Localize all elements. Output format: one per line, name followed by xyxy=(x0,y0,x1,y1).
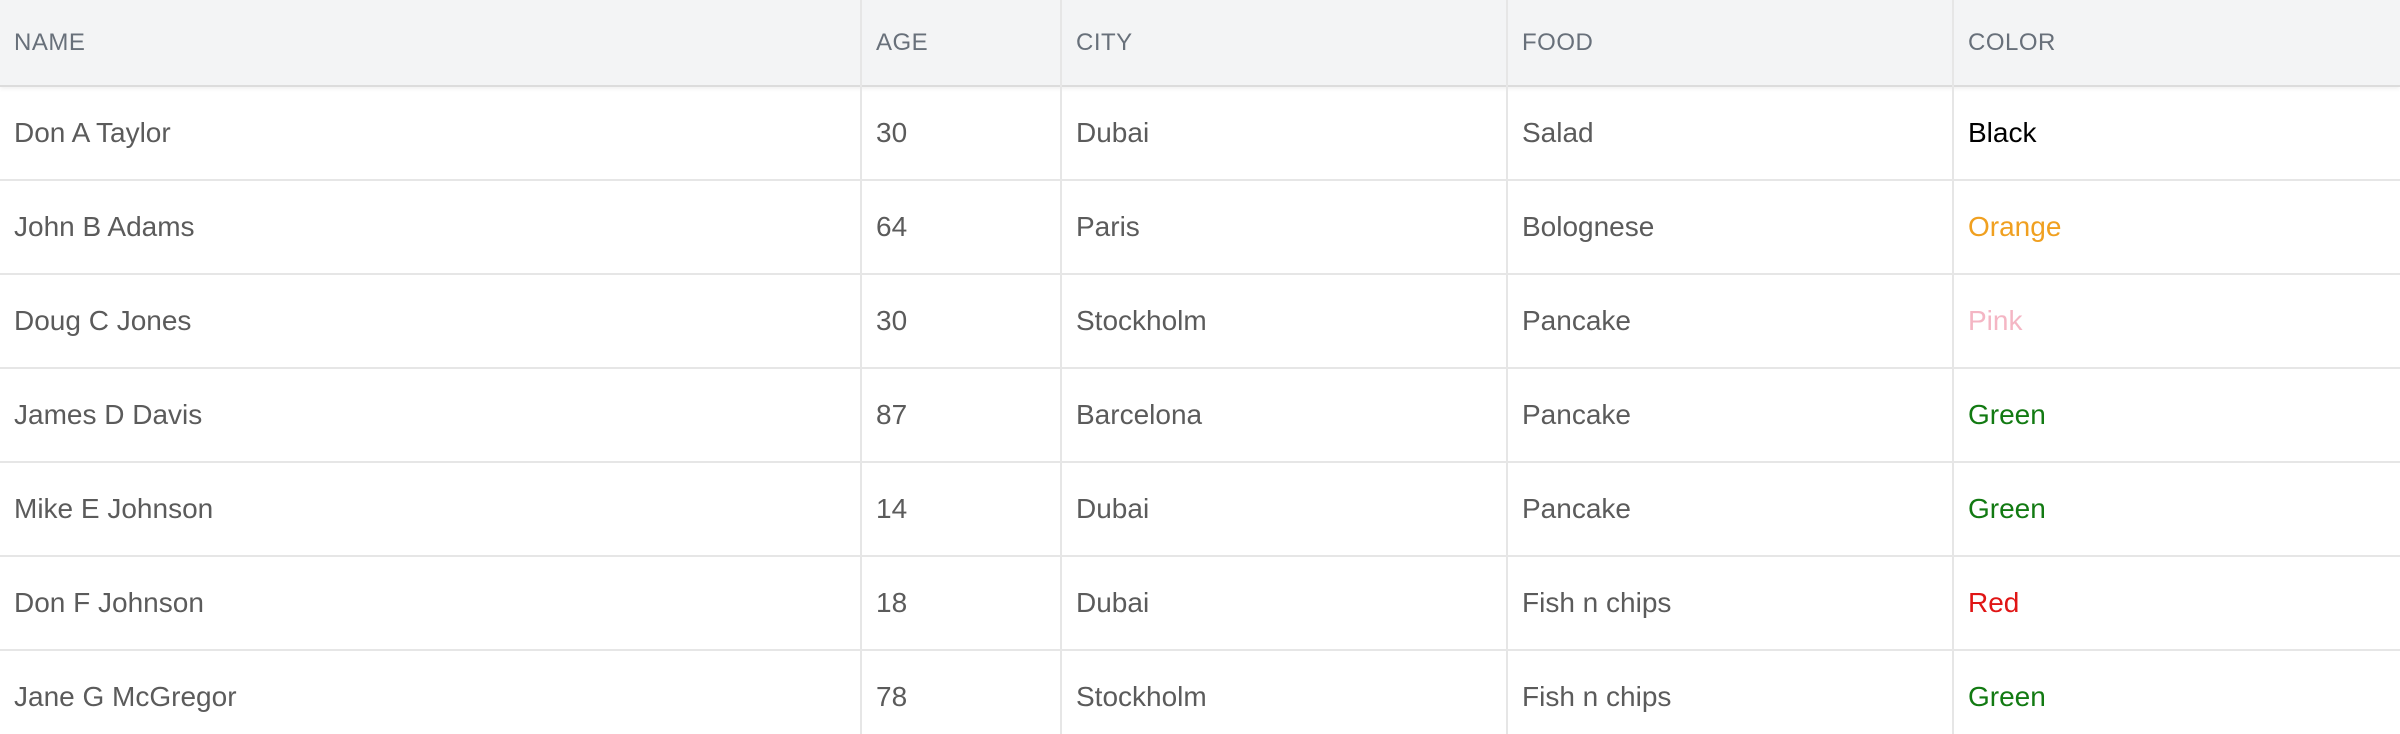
column-divider[interactable] xyxy=(1060,0,1062,734)
cell-food[interactable]: Salad xyxy=(1522,117,1594,148)
cell-food[interactable]: Pancake xyxy=(1522,305,1631,336)
cell-food[interactable]: Pancake xyxy=(1522,493,1631,524)
cell-food[interactable]: Fish n chips xyxy=(1522,681,1672,712)
cell-color[interactable]: Red xyxy=(1968,587,2020,618)
cell-city[interactable]: Stockholm xyxy=(1076,305,1207,336)
column-header-name[interactable]: NAME xyxy=(14,29,86,56)
table-row[interactable]: Doug C Jones 30 Stockholm Pancake Pink xyxy=(0,275,2400,369)
column-divider[interactable] xyxy=(1506,0,1508,734)
cell-color[interactable]: Green xyxy=(1968,493,2046,524)
cell-city[interactable]: Paris xyxy=(1076,211,1140,242)
cell-color[interactable]: Pink xyxy=(1968,305,2023,336)
cell-city[interactable]: Dubai xyxy=(1076,587,1150,618)
cell-age[interactable]: 14 xyxy=(876,493,908,524)
table-row[interactable]: Mike E Johnson 14 Dubai Pancake Green xyxy=(0,463,2400,557)
table-row[interactable]: Jane G McGregor 78 Stockholm Fish n chip… xyxy=(0,651,2400,734)
table-row[interactable]: John B Adams 64 Paris Bolognese Orange xyxy=(0,181,2400,275)
cell-name[interactable]: Jane G McGregor xyxy=(14,681,237,712)
cell-food[interactable]: Pancake xyxy=(1522,399,1631,430)
column-divider[interactable] xyxy=(1952,0,1954,734)
cell-name[interactable]: John B Adams xyxy=(14,211,195,242)
header-row: NAME AGE CITY FOOD COLOR xyxy=(0,0,2400,87)
table-row[interactable]: Don F Johnson 18 Dubai Fish n chips Red xyxy=(0,557,2400,651)
cell-name[interactable]: Doug C Jones xyxy=(14,305,192,336)
table-row[interactable]: Don A Taylor 30 Dubai Salad Black xyxy=(0,87,2400,181)
cell-name[interactable]: Mike E Johnson xyxy=(14,493,214,524)
table-row[interactable]: James D Davis 87 Barcelona Pancake Green xyxy=(0,369,2400,463)
cell-city[interactable]: Barcelona xyxy=(1076,399,1203,430)
cell-name[interactable]: Don F Johnson xyxy=(14,587,204,618)
cell-color[interactable]: Green xyxy=(1968,399,2046,430)
cell-name[interactable]: James D Davis xyxy=(14,399,203,430)
cell-age[interactable]: 87 xyxy=(876,399,908,430)
cell-food[interactable]: Bolognese xyxy=(1522,211,1655,242)
cell-age[interactable]: 30 xyxy=(876,117,908,148)
cell-city[interactable]: Dubai xyxy=(1076,493,1150,524)
cell-age[interactable]: 64 xyxy=(876,211,908,242)
cell-color[interactable]: Black xyxy=(1968,117,2037,148)
cell-age[interactable]: 18 xyxy=(876,587,908,618)
grid-body: Don A Taylor 30 Dubai Salad Black John B… xyxy=(0,87,2400,734)
cell-color[interactable]: Orange xyxy=(1968,211,2062,242)
cell-city[interactable]: Dubai xyxy=(1076,117,1150,148)
cell-age[interactable]: 78 xyxy=(876,681,908,712)
column-header-city[interactable]: CITY xyxy=(1076,29,1133,56)
cell-age[interactable]: 30 xyxy=(876,305,908,336)
column-header-food[interactable]: FOOD xyxy=(1522,29,1594,56)
column-divider[interactable] xyxy=(860,0,862,734)
cell-name[interactable]: Don A Taylor xyxy=(14,117,171,148)
cell-city[interactable]: Stockholm xyxy=(1076,681,1207,712)
cell-food[interactable]: Fish n chips xyxy=(1522,587,1672,618)
column-header-color[interactable]: COLOR xyxy=(1968,29,2056,56)
column-header-age[interactable]: AGE xyxy=(876,29,929,56)
cell-color[interactable]: Green xyxy=(1968,681,2046,712)
